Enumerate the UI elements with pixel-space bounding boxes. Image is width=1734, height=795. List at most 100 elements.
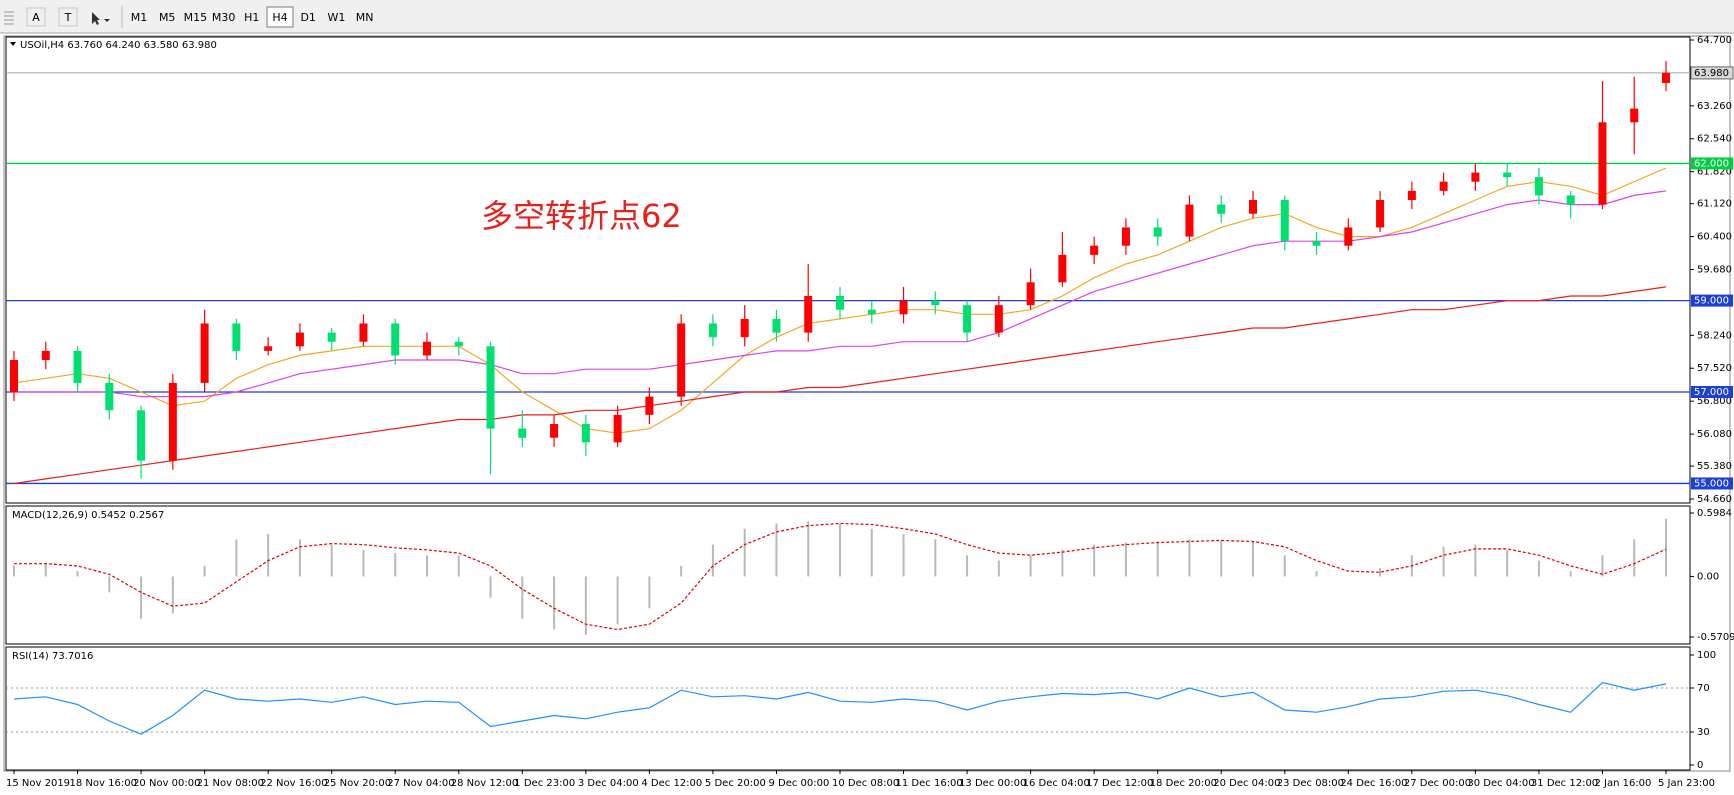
timeframe-label[interactable]: M15 — [184, 11, 208, 24]
x-tick-label: 15 Nov 2019 — [6, 778, 70, 789]
level-label: 59.000 — [1694, 296, 1729, 307]
x-tick-label: 25 Nov 20:00 — [324, 778, 391, 789]
candle-body — [1344, 227, 1353, 246]
panel-frame — [5, 505, 1691, 645]
candle-body — [1662, 72, 1670, 83]
dropdown-arrow — [10, 42, 16, 46]
level-label-bg — [1691, 157, 1733, 170]
last-price-bg — [1690, 66, 1734, 80]
candle-body — [1471, 172, 1480, 182]
x-tick-label: 20 Nov 00:00 — [133, 778, 200, 789]
annotation: 多空转折点62 — [481, 197, 682, 235]
level-label-bg — [1691, 294, 1733, 307]
x-tick-label: 31 Dec 12:00 — [1531, 778, 1598, 789]
timeframe-button[interactable] — [210, 7, 237, 27]
timeframe-label[interactable]: H4 — [272, 11, 287, 24]
candle-body — [645, 396, 654, 415]
y-tick-label: 62.540 — [1697, 134, 1732, 145]
timeframe-button[interactable] — [238, 7, 265, 27]
y-tick-label: 0.5984 — [1697, 508, 1732, 519]
y-tick-label: 63.260 — [1697, 101, 1732, 112]
candle-body — [1249, 200, 1257, 214]
candle-body — [232, 323, 241, 351]
chart-window-border — [3, 35, 1731, 772]
y-tick-label: 57.520 — [1697, 363, 1732, 374]
cursor-tool[interactable] — [92, 12, 110, 25]
candle-body — [1153, 227, 1162, 237]
timeframe-label[interactable]: M5 — [159, 11, 176, 24]
y-tick-label: 60.400 — [1697, 232, 1732, 243]
chart-title: USOil,H4 63.760 64.240 63.580 63.980 — [20, 40, 217, 51]
candle-body — [327, 332, 336, 342]
timeframe-label[interactable]: MN — [356, 11, 374, 24]
candle-body — [931, 300, 940, 306]
candle-body — [1121, 227, 1130, 246]
x-tick-label: 20 Dec 04:00 — [1213, 778, 1280, 789]
timeframe-button[interactable] — [266, 6, 294, 28]
y-tick-label: 59.680 — [1697, 265, 1732, 276]
candle-body — [359, 323, 368, 342]
y-tick-label: 61.120 — [1697, 199, 1732, 210]
last-price-label: 63.980 — [1694, 68, 1729, 79]
y-tick-label: 64.700 — [1697, 35, 1732, 46]
candle-body — [423, 341, 431, 356]
y-tick-label: 56.800 — [1697, 396, 1732, 407]
candle-body — [613, 414, 622, 443]
tool-label[interactable]: T — [64, 11, 72, 24]
candle-body — [1630, 108, 1639, 123]
candle-body — [1058, 254, 1067, 283]
y-tick-label: 100 — [1697, 650, 1716, 661]
candle-body — [486, 346, 495, 429]
timeframe-label[interactable]: W1 — [327, 11, 345, 24]
candle-body — [295, 332, 304, 347]
x-tick-label: 24 Dec 16:00 — [1340, 778, 1407, 789]
candle-body — [73, 350, 82, 383]
candle-body — [10, 360, 18, 393]
candle-body — [867, 309, 876, 315]
y-tick-label: 54.660 — [1697, 494, 1732, 505]
candle-body — [200, 323, 209, 383]
level-label: 55.000 — [1694, 478, 1729, 489]
timeframe-label[interactable]: M1 — [131, 11, 148, 24]
line-series — [14, 190, 1667, 398]
y-tick-label: 70 — [1697, 683, 1710, 694]
x-tick-label: 11 Dec 16:00 — [896, 778, 963, 789]
x-tick-label: 18 Nov 16:00 — [70, 778, 137, 789]
candle-body — [963, 305, 972, 333]
x-tick-label: 5 Dec 20:00 — [705, 778, 766, 789]
candle-body — [1185, 204, 1194, 237]
timeframe-button[interactable] — [154, 7, 181, 27]
timeframe-label[interactable]: M30 — [212, 11, 236, 24]
timeframe-label[interactable]: D1 — [300, 11, 315, 24]
candle-body — [518, 428, 527, 438]
candle-body — [804, 296, 813, 333]
candle-body — [772, 318, 781, 333]
x-tick-label: 17 Dec 12:00 — [1086, 778, 1153, 789]
candle-body — [836, 296, 844, 310]
candle-body — [41, 350, 50, 361]
timeframe-label[interactable]: H1 — [244, 11, 259, 24]
candle-body — [1312, 241, 1321, 246]
candle-body — [1376, 200, 1385, 228]
tool-button[interactable] — [26, 7, 46, 27]
x-tick-label: 22 Nov 16:00 — [260, 778, 327, 789]
timeframe-button[interactable] — [182, 7, 209, 27]
candle-body — [391, 323, 400, 356]
candle-body — [1439, 181, 1448, 191]
level-label-bg — [1691, 386, 1733, 399]
candle-body — [137, 410, 146, 461]
rsi-title: RSI(14) 73.7016 — [12, 651, 93, 662]
timeframe-button[interactable] — [126, 7, 152, 27]
timeframe-button[interactable] — [351, 7, 378, 27]
x-tick-label: 13 Dec 00:00 — [959, 778, 1026, 789]
timeframe-button[interactable] — [295, 7, 322, 27]
candle-body — [264, 346, 273, 351]
y-tick-label: 56.080 — [1697, 429, 1732, 440]
candle-body — [581, 424, 590, 443]
x-tick-label: 5 Jan 23:00 — [1658, 778, 1715, 789]
tool-button[interactable] — [58, 7, 78, 27]
tool-label[interactable]: A — [32, 11, 40, 24]
timeframe-button[interactable] — [323, 7, 350, 27]
